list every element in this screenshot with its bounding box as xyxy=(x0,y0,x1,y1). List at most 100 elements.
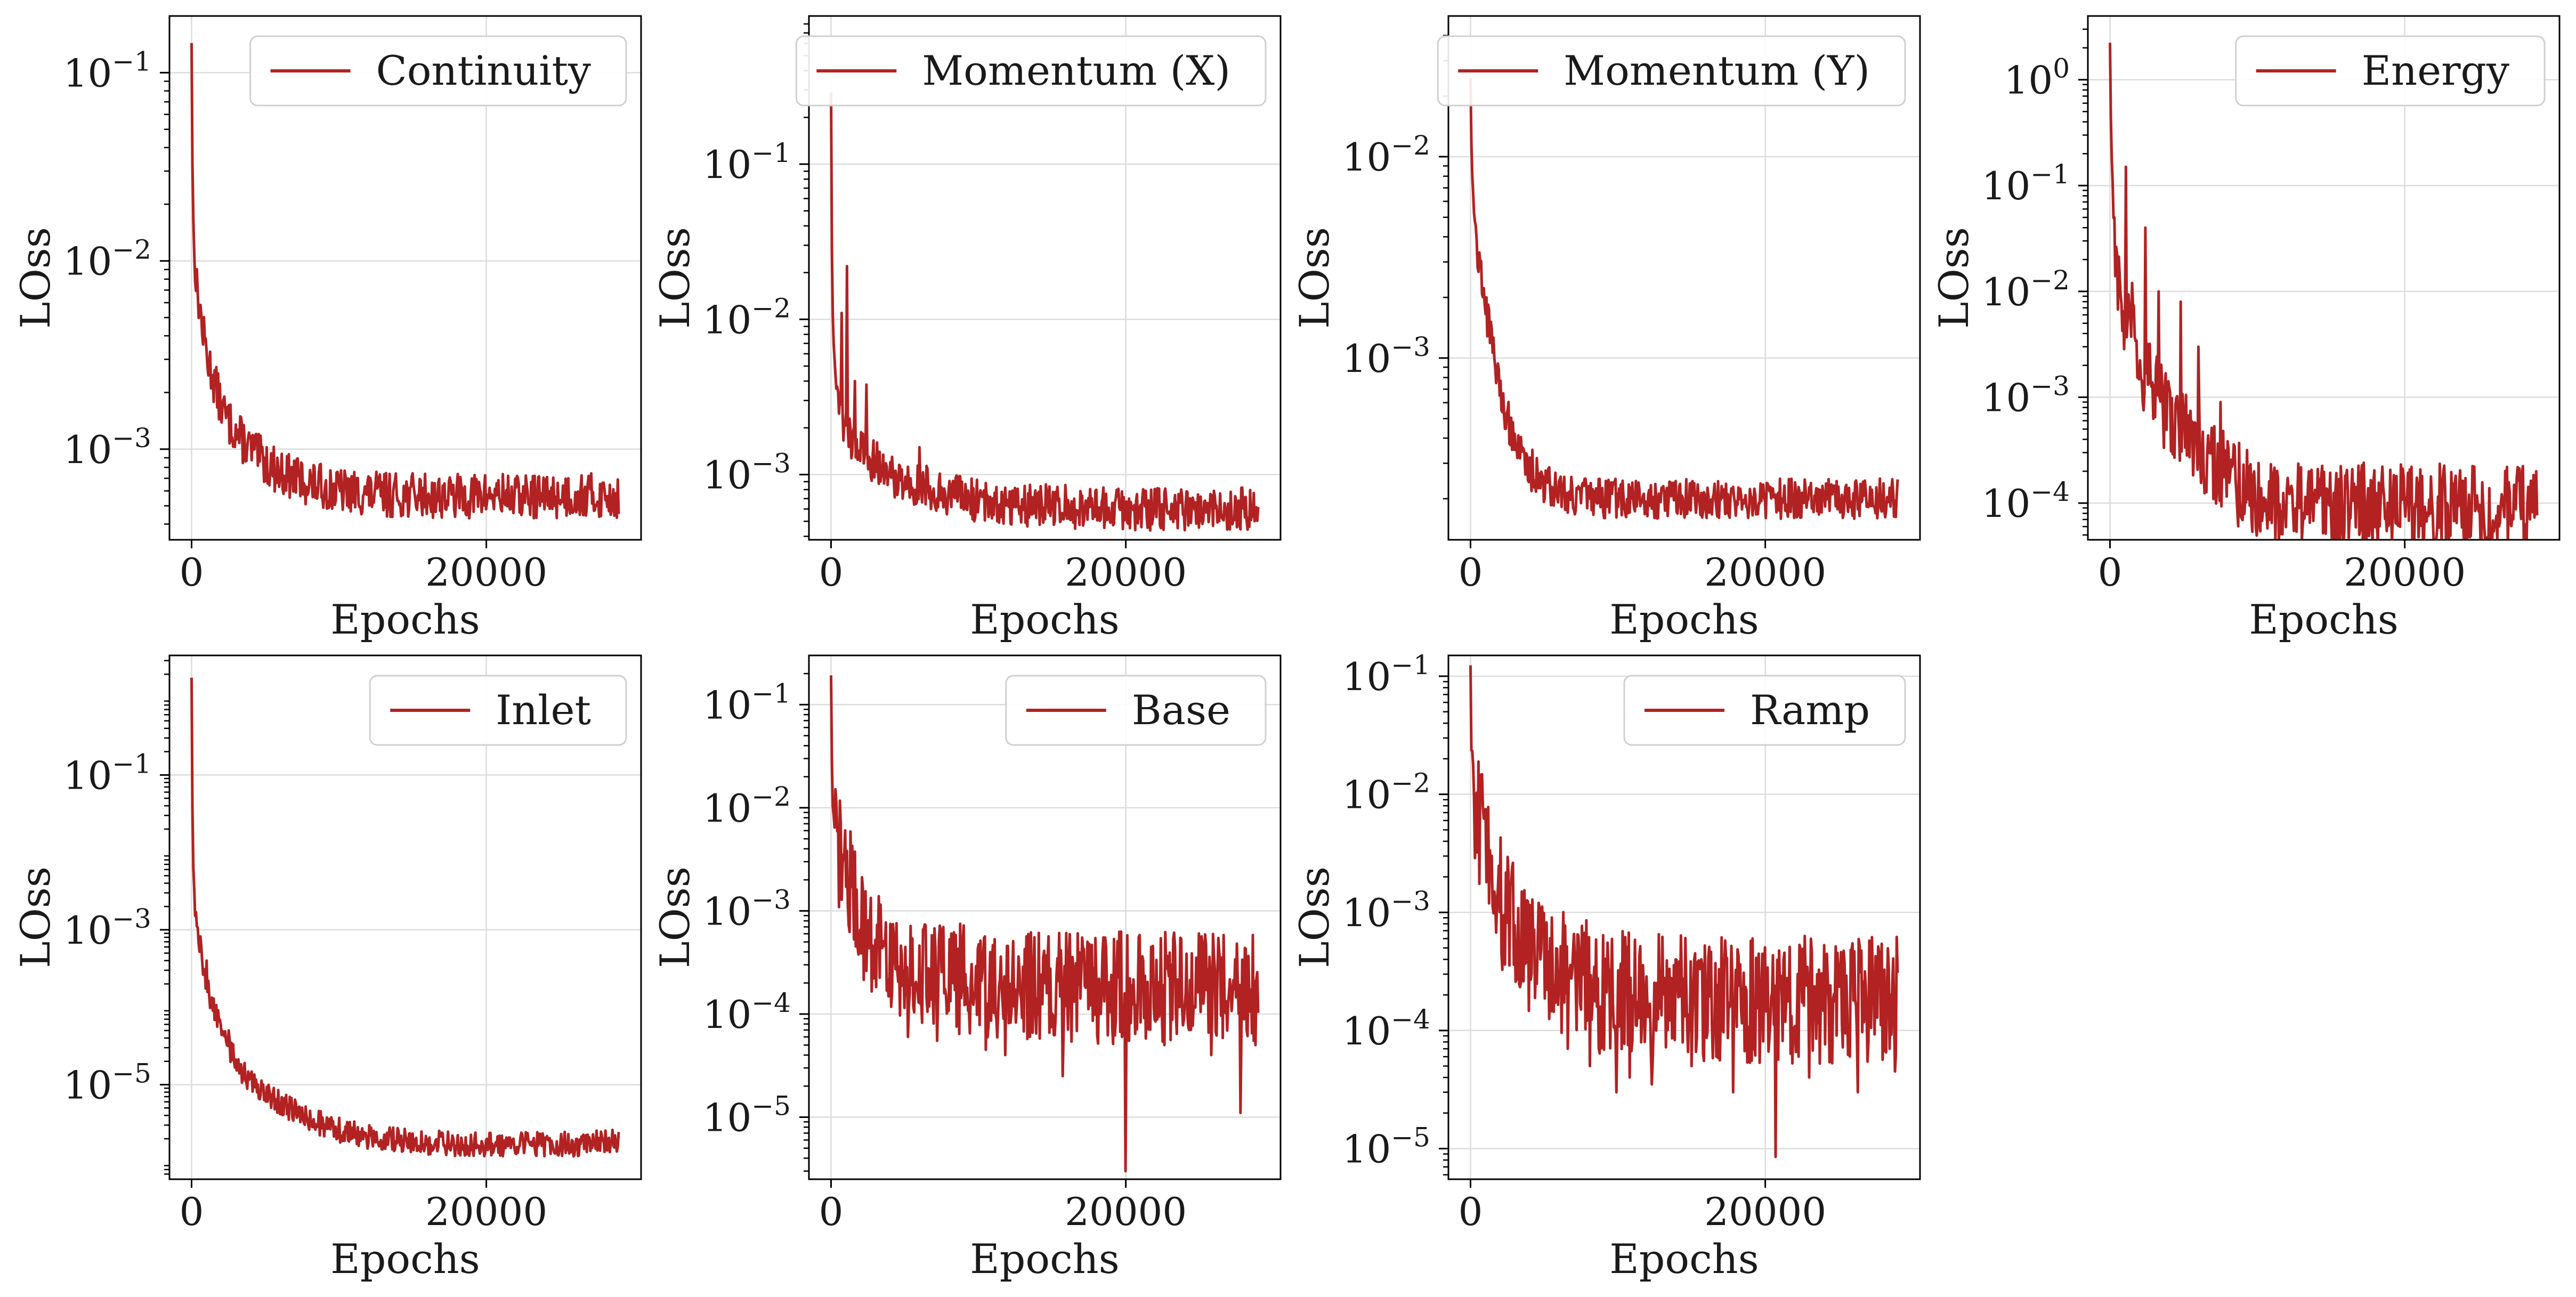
loss-line xyxy=(190,43,620,520)
y-tick-label: 10−1 xyxy=(703,678,791,727)
x-tick-label: 0 xyxy=(819,550,844,595)
chart-panel-1: 0 20000 10−1 10−2 10−3 Epochs LOss Continuity xyxy=(12,15,642,643)
legend: Inlet xyxy=(369,675,627,746)
chart-panel-3: 0 20000 10−2 10−3 Epochs LOss Momentum (Y) xyxy=(1291,15,1921,643)
x-tick-label: 20000 xyxy=(1704,550,1826,595)
y-tick-label: 10−2 xyxy=(703,781,791,831)
legend: Energy xyxy=(2235,35,2546,107)
y-tick-label: 10−1 xyxy=(1982,159,2070,208)
x-tick-label: 20000 xyxy=(1065,1189,1187,1234)
y-tick-label: 10−3 xyxy=(703,884,791,934)
y-axis-label: LOss xyxy=(12,227,59,329)
legend: Continuity xyxy=(249,35,627,107)
y-tick-label: 10−2 xyxy=(1342,768,1430,817)
x-tick-label: 0 xyxy=(1459,550,1483,595)
y-tick-label: 100 xyxy=(2004,53,2070,103)
legend-label: Energy xyxy=(2362,47,2509,94)
legend: Momentum (X) xyxy=(795,35,1267,107)
y-tick-label: 10−1 xyxy=(63,46,151,95)
minor-ticks xyxy=(1443,680,1448,1176)
y-tick-label: 10−2 xyxy=(703,293,791,342)
y-tick-label: 10−3 xyxy=(63,423,151,472)
y-tick-label: 10−1 xyxy=(1342,650,1430,699)
x-tick-label: 20000 xyxy=(425,1189,547,1234)
y-tick-label: 10−3 xyxy=(703,448,791,498)
y-tick-label: 10−3 xyxy=(1342,331,1430,381)
y-axis-label: LOss xyxy=(12,866,59,968)
legend-box xyxy=(795,35,1267,107)
chart-panel-6: 0 20000 10−1 10−2 10−3 10−4 10−5 Epochs LOss Base xyxy=(651,654,1282,1283)
axes-frame xyxy=(2087,15,2561,541)
legend-label: Momentum (Y) xyxy=(1564,47,1870,94)
y-tick-label: 10−5 xyxy=(63,1058,151,1107)
loss-line xyxy=(830,675,1260,1173)
x-tick-label: 20000 xyxy=(1065,550,1187,595)
axes-frame xyxy=(1447,15,1921,541)
chart-panel-7: 0 20000 10−1 10−2 10−3 10−4 10−5 Epochs LOss Ramp xyxy=(1291,650,1921,1283)
x-axis-label: Epochs xyxy=(330,596,480,643)
x-tick-label: 0 xyxy=(2098,550,2123,595)
minor-ticks xyxy=(804,672,809,1172)
x-tick-label: 20000 xyxy=(425,550,547,595)
axes-frame xyxy=(808,654,1282,1180)
legend-label: Continuity xyxy=(376,47,591,94)
x-tick-label: 0 xyxy=(819,1189,844,1234)
legend: Base xyxy=(1005,675,1267,746)
loss-line xyxy=(830,92,1260,532)
legend-label: Inlet xyxy=(496,686,591,734)
loss-line xyxy=(1469,665,1899,1158)
legend-label: Base xyxy=(1132,686,1230,734)
legend-box xyxy=(369,675,627,746)
legend: Momentum (Y) xyxy=(1437,35,1906,107)
x-tick-label: 0 xyxy=(1459,1189,1483,1234)
y-tick-label: 10−3 xyxy=(1342,886,1430,935)
axes-frame xyxy=(168,654,642,1180)
x-axis-label: Epochs xyxy=(970,1235,1119,1283)
legend-box xyxy=(249,35,627,107)
chart-panel-5: 0 20000 10−1 10−3 10−5 Epochs LOss Inlet xyxy=(12,654,642,1283)
y-tick-label: 10−1 xyxy=(63,748,151,798)
chart-panel-2: 0 20000 10−1 10−2 10−3 Epochs LOss Momentum (X) xyxy=(651,15,1282,643)
y-tick-label: 10−4 xyxy=(1342,1004,1430,1053)
y-tick-label: 10−3 xyxy=(63,903,151,953)
x-axis-label: Epochs xyxy=(970,596,1119,643)
loss-line xyxy=(2109,43,2539,540)
minor-ticks xyxy=(2083,28,2088,536)
minor-ticks xyxy=(164,660,169,1175)
legend-box xyxy=(1623,675,1906,746)
axes-frame xyxy=(808,15,1282,541)
minor-ticks xyxy=(164,80,169,525)
x-axis-label: Epochs xyxy=(1609,596,1759,643)
legend-label: Momentum (X) xyxy=(922,47,1230,94)
x-tick-label: 20000 xyxy=(1704,1189,1826,1234)
y-tick-label: 10−3 xyxy=(1982,370,2070,420)
y-axis-label: LOss xyxy=(651,227,699,329)
y-tick-label: 10−4 xyxy=(1982,476,2070,526)
y-tick-label: 10−5 xyxy=(703,1090,791,1140)
loss-line xyxy=(1469,78,1899,520)
y-tick-label: 10−2 xyxy=(63,234,151,284)
x-tick-label: 0 xyxy=(180,550,204,595)
y-tick-label: 10−4 xyxy=(703,987,791,1037)
y-tick-label: 10−2 xyxy=(1342,130,1430,180)
axes-frame xyxy=(168,15,642,541)
y-tick-label: 10−5 xyxy=(1342,1122,1430,1171)
y-axis-label: LOss xyxy=(1930,227,1978,329)
legend-box xyxy=(2235,35,2546,107)
x-tick-label: 0 xyxy=(180,1189,204,1234)
axes-frame xyxy=(1447,654,1921,1180)
legend-box xyxy=(1437,35,1906,107)
y-tick-label: 10−2 xyxy=(1982,265,2070,314)
y-axis-label: LOss xyxy=(1291,227,1338,329)
x-axis-label: Epochs xyxy=(1609,1235,1759,1283)
x-axis-label: Epochs xyxy=(330,1235,480,1283)
y-tick-label: 10−1 xyxy=(703,137,791,187)
y-axis-label: LOss xyxy=(651,866,699,968)
chart-panel-4: 0 20000 100 10−1 10−2 10−3 10−4 Epochs LOss Energ… xyxy=(1930,15,2561,643)
loss-line xyxy=(190,677,620,1158)
legend: Ramp xyxy=(1623,675,1906,746)
legend-label: Ramp xyxy=(1750,686,1870,734)
y-axis-label: LOss xyxy=(1291,866,1338,968)
x-tick-label: 20000 xyxy=(2344,550,2466,595)
